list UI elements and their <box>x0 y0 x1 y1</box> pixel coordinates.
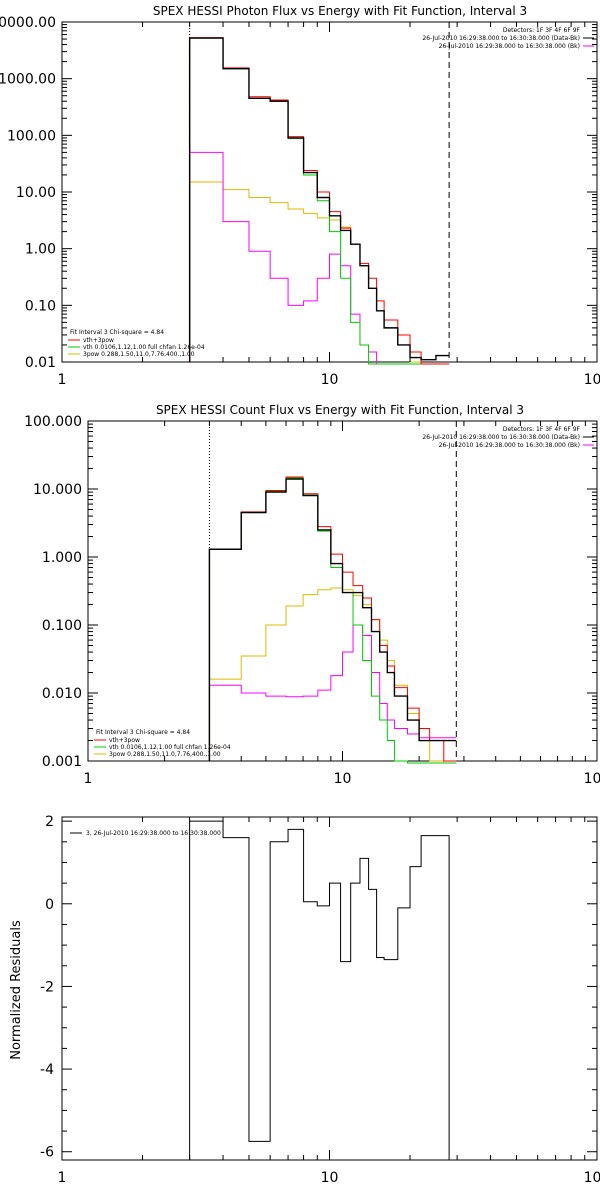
info-bk: 26-Jul-2010 16:29:38.000 to 16:30:38.000… <box>439 442 580 449</box>
info-data-bk: 26-Jul-2010 16:29:38.000 to 16:30:38.000… <box>422 35 580 42</box>
y-tick-label: 1000.00 <box>0 72 56 88</box>
x-tick-label: 10 <box>321 372 339 388</box>
legend: 3, 26-Jul-2010 16:29:38.000 to 16:30:38.… <box>70 830 221 837</box>
legend: Fit Interval 3 Chi-square = 4.84 vth+3po… <box>68 329 205 358</box>
series-group <box>189 820 450 1160</box>
info-bk: 26-Jul-2010 16:29:38.000 to 16:30:38.000… <box>439 43 580 50</box>
series-vth-3pow <box>189 37 450 365</box>
y-tick-label: -6 <box>40 1145 54 1161</box>
plot-frame <box>61 816 598 1161</box>
info-detectors: Detectors: 1F 3F 4F 6F 9F <box>503 426 581 433</box>
legend-3pow: 3pow 0.288,1.50,11.0,7.76,400.,1.00 <box>83 351 195 358</box>
y-axis: 0.01 0.10 1.00 10.00 100.00 1000.00 0000.00 <box>0 15 597 371</box>
y-axis: -6 -4 -2 0 2 <box>40 814 597 1161</box>
chart-title: SPEX HESSI Count Flux vs Energy with Fit… <box>156 403 524 417</box>
legend-fit-interval: Fit Interval 3 Chi-square = 4.84 <box>96 729 190 736</box>
legend-interval: 3, 26-Jul-2010 16:29:38.000 to 16:30:38.… <box>86 830 221 837</box>
x-tick-label: 1 <box>58 1170 67 1186</box>
info-data-bk: 26-Jul-2010 16:29:38.000 to 16:30:38.000… <box>422 434 580 441</box>
y-tick-label: 0.001 <box>42 754 82 770</box>
x-axis: 1 10 100 <box>58 22 600 388</box>
x-tick-label: 1 <box>58 372 67 388</box>
legend-vth: vth 0.0106,1.12,1.00 full chfan 1.26e-04 <box>83 344 205 351</box>
series-group <box>188 37 450 365</box>
y-tick-label: -4 <box>40 1062 54 1078</box>
chart-title: SPEX HESSI Photon Flux vs Energy with Fi… <box>153 4 527 18</box>
y-axis-label: Normalized Residuals <box>9 920 24 1060</box>
x-tick-label: 100 <box>584 372 600 388</box>
series-data-bk <box>208 478 457 761</box>
y-tick-label: 0.100 <box>42 618 82 634</box>
x-tick-label: 10 <box>321 1170 339 1186</box>
x-tick-label: 10 <box>334 771 352 787</box>
photon-flux-panel: SPEX HESSI Photon Flux vs Energy with Fi… <box>0 4 600 388</box>
x-tick-label: 100 <box>584 771 600 787</box>
x-tick-label: 1 <box>84 771 93 787</box>
legend-vth3pow: vth+3pow <box>109 737 140 744</box>
y-tick-label: -2 <box>40 979 54 995</box>
x-tick-label: 100 <box>584 1170 600 1186</box>
series-group <box>208 476 457 764</box>
count-flux-panel: SPEX HESSI Count Flux vs Energy with Fit… <box>24 403 600 787</box>
y-tick-label: 0 <box>45 897 54 913</box>
x-axis: 1 10 100 <box>84 421 600 787</box>
x-axis: 1 10 100 <box>58 817 600 1186</box>
y-tick-label: 100.000 <box>24 414 82 430</box>
legend-3pow: 3pow 0.288,1.50,11.0,7.76,400.,1.00 <box>109 751 221 758</box>
residuals-panel: Normalized Residuals 3, 26-Jul-2010 16:2… <box>9 814 600 1186</box>
y-tick-label: 100.00 <box>7 128 56 144</box>
legend-vth3pow: vth+3pow <box>83 337 114 344</box>
y-tick-label: 2 <box>45 814 54 830</box>
range-markers <box>208 421 457 761</box>
legend-fit-interval: Fit Interval 3 Chi-square = 4.84 <box>70 329 164 336</box>
info-block: Detectors: 1F 3F 4F 6F 9F 26-Jul-2010 16… <box>422 426 594 449</box>
y-tick-label: 10.000 <box>33 482 82 498</box>
y-axis: 0.001 0.010 0.100 1.000 10.000 100.000 <box>24 414 597 770</box>
legend-vth: vth 0.0106,1.12,1.00 full chfan 1.26e-04 <box>109 744 231 751</box>
series-data-bk <box>188 37 450 362</box>
y-tick-label: 10.00 <box>16 185 56 201</box>
y-tick-label: 1.000 <box>42 550 82 566</box>
series-vth <box>189 37 450 365</box>
legend: Fit Interval 3 Chi-square = 4.84 vth+3po… <box>94 729 231 758</box>
series-bk <box>189 151 450 365</box>
y-tick-label: 0.010 <box>42 686 82 702</box>
series-vth-3pow <box>208 476 457 762</box>
y-tick-label: 0.10 <box>25 298 56 314</box>
range-markers <box>189 22 450 362</box>
info-block: Detectors: 1F 3F 4F 6F 9F 26-Jul-2010 16… <box>422 27 594 50</box>
series-3-26-jul-2010-16-29-38-000-to-16-30-38-000 <box>189 820 450 1160</box>
y-tick-label: 0.01 <box>25 355 56 371</box>
y-tick-label: 1.00 <box>25 242 56 258</box>
info-detectors: Detectors: 1F 3F 4F 6F 9F <box>503 27 581 34</box>
y-tick-label: 0000.00 <box>0 15 56 31</box>
